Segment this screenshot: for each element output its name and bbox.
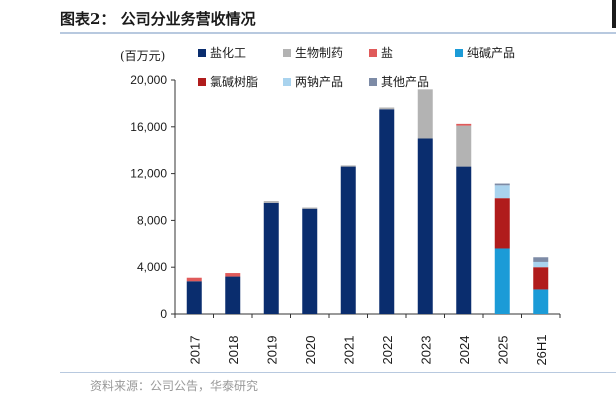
x-tick-label: 2022 [380, 336, 395, 365]
x-tick-label: 2021 [341, 336, 356, 365]
bar-segment [533, 257, 549, 262]
legend-label: 生物制药 [295, 46, 343, 60]
bar-segment [263, 201, 279, 203]
figure-title: 图表2： 公司分业务营收情况 [60, 10, 256, 28]
legend-label: 盐 [381, 46, 393, 60]
legend-swatch [455, 49, 463, 57]
y-tick-label: 8,000 [137, 213, 167, 227]
bar-segment [340, 165, 356, 167]
legend-label: 两钠产品 [295, 74, 343, 89]
bar-segment [456, 123, 472, 126]
x-tick-label: 2017 [187, 336, 202, 365]
legend-label: 氯碱树脂 [210, 74, 258, 89]
bar-segment [494, 198, 510, 249]
legend-swatch [369, 78, 377, 86]
x-tick-label: 2020 [303, 336, 318, 365]
legend-label: 其他产品 [381, 75, 429, 89]
y-tick-label: 4,000 [137, 260, 167, 274]
page-edge-bar [612, 0, 616, 28]
bar-segment [302, 207, 318, 209]
bar-segment [417, 89, 433, 139]
bar-segment [225, 276, 241, 314]
y-tick-label: 20,000 [130, 73, 167, 87]
legend-swatch [198, 78, 206, 86]
x-tick-label: 26H1 [534, 334, 549, 365]
bar-segment [456, 166, 472, 314]
y-tick-label: 16,000 [130, 120, 167, 134]
x-tick-label: 2019 [264, 336, 279, 365]
legend-label: 盐化工 [210, 46, 246, 60]
source-row: 资料来源：公司公告，华泰研究 [60, 372, 616, 397]
bar-segment [379, 107, 395, 110]
bar-segment [186, 281, 202, 314]
bar-segment [494, 248, 510, 314]
figure-source: 资料来源：公司公告，华泰研究 [90, 379, 259, 393]
bar-segment [186, 277, 202, 282]
x-tick-label: 2024 [457, 336, 472, 365]
bar-segment [263, 202, 279, 314]
legend-swatch [198, 49, 206, 57]
y-unit-label: (百万元) [120, 49, 165, 63]
bar-segment [533, 267, 549, 290]
legend-label: 纯碱产品 [467, 46, 515, 60]
bar-segment [494, 185, 510, 199]
bar-segment [494, 183, 510, 186]
y-tick-label: 12,000 [130, 167, 167, 181]
legend-swatch [283, 78, 291, 86]
bar-segment [340, 166, 356, 314]
x-tick-label: 2023 [418, 336, 433, 365]
bar-segment [533, 289, 549, 314]
x-tick-label: 2025 [495, 336, 510, 365]
bar-segment [533, 261, 549, 268]
x-tick-label: 2018 [226, 336, 241, 365]
figure-header: 图表2： 公司分业务营收情况 [60, 6, 616, 34]
bar-segment [379, 109, 395, 314]
bar-segment [302, 208, 318, 314]
legend-swatch [283, 49, 291, 57]
legend-swatch [369, 49, 377, 57]
bar-segment [225, 273, 241, 277]
bar-segment [456, 125, 472, 167]
y-tick-label: 0 [160, 307, 167, 321]
bar-segment [417, 138, 433, 314]
